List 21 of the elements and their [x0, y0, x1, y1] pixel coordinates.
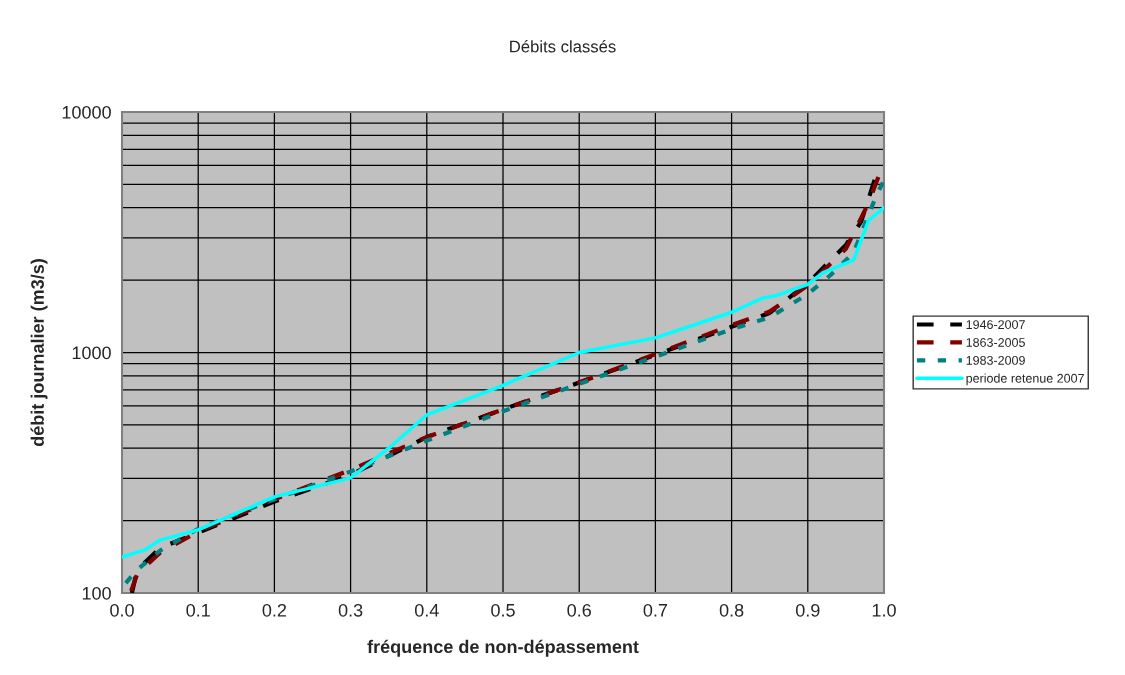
y-tick-label: 10000	[62, 105, 111, 119]
x-tick-label: 0.0	[110, 603, 134, 617]
y-tick-label: 1000	[72, 346, 111, 360]
y-axis-title: débit journalier (m3/s)	[30, 259, 48, 447]
x-tick-label: 1.0	[872, 603, 896, 617]
x-tick-label: 0.2	[262, 603, 287, 617]
y-tick-label: 100	[82, 586, 111, 600]
x-tick-label: 0.5	[491, 603, 515, 617]
x-tick-label: 0.6	[567, 603, 591, 617]
legend-label: 1946-2007	[966, 320, 1025, 329]
x-tick-label: 0.1	[186, 603, 210, 617]
x-axis-title: fréquence de non-dépassement	[367, 639, 639, 657]
x-tick-label: 0.4	[414, 603, 439, 617]
x-tick-label: 0.3	[338, 603, 363, 617]
x-tick-label: 0.8	[719, 603, 744, 617]
x-tick-label: 0.7	[643, 603, 668, 617]
x-tick-label: 0.9	[795, 603, 820, 617]
legend-label: 1983-2009	[966, 355, 1025, 365]
legend-label: periode retenue 2007	[966, 373, 1084, 386]
legend-label: 1863-2005	[966, 338, 1025, 347]
chart-title: Débits classés	[510, 40, 616, 53]
